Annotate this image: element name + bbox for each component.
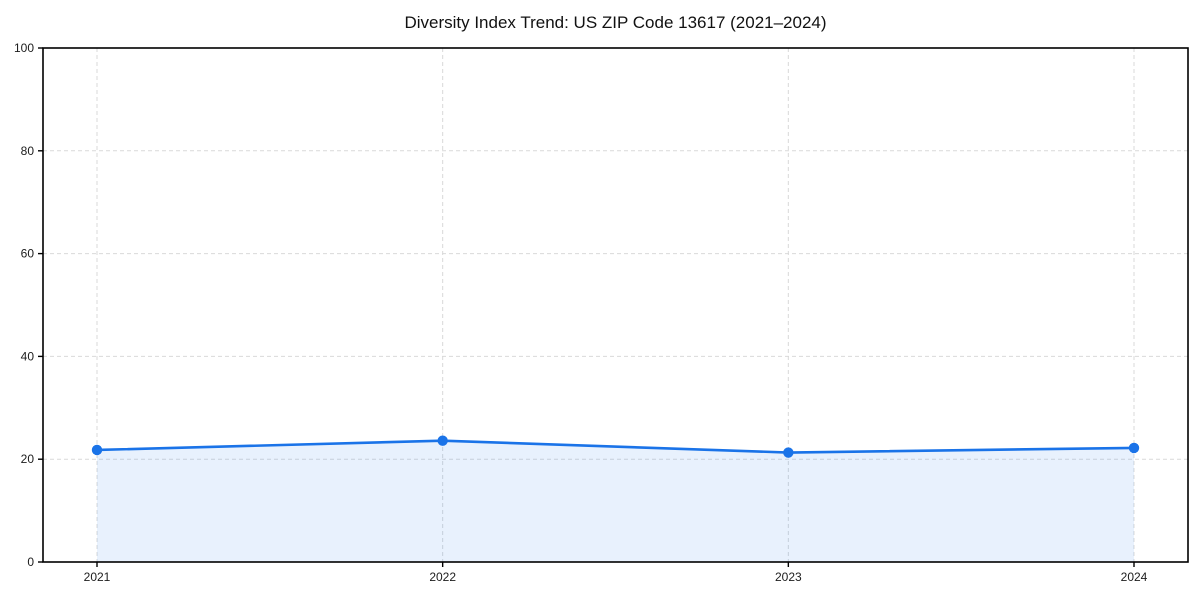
- data-point-2024: [1128, 442, 1140, 454]
- y-tick-label: 80: [21, 144, 35, 158]
- y-tick-label: 60: [21, 247, 35, 261]
- trend-line: [95, 439, 1136, 454]
- area-fill: [97, 440, 1134, 562]
- x-tick-label: 2022: [429, 570, 456, 584]
- y-tick-label: 20: [21, 452, 35, 466]
- y-tick-label: 100: [14, 41, 34, 55]
- data-point-2022: [437, 435, 448, 446]
- data-point-2021: [91, 444, 103, 456]
- chart-title: Diversity Index Trend: US ZIP Code 13617…: [404, 13, 827, 32]
- y-tick-label: 40: [21, 349, 35, 363]
- x-tick-label: 2024: [1121, 570, 1148, 584]
- x-tick-label: 2021: [84, 570, 111, 584]
- y-tick-label: 0: [27, 555, 34, 569]
- x-tick-label: 2023: [775, 570, 802, 584]
- plot-border: [42, 47, 1189, 563]
- data-point-2023: [783, 447, 794, 458]
